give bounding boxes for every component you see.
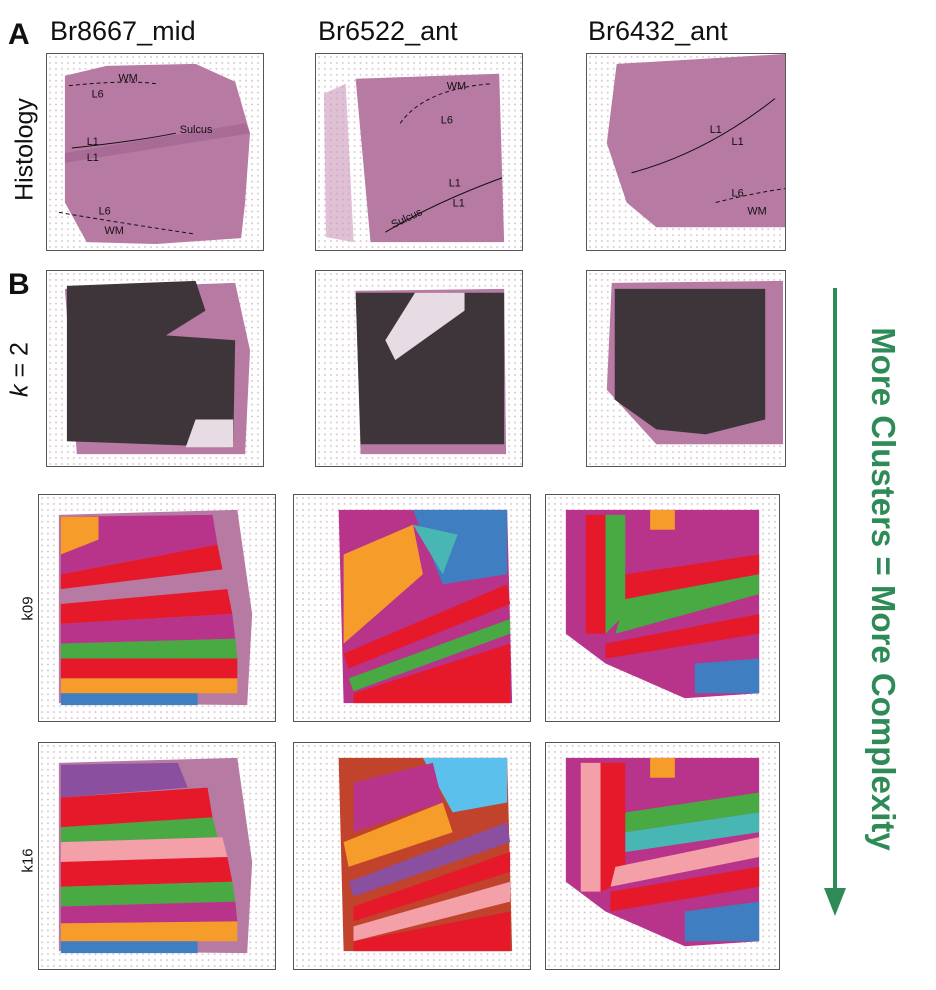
k16-tile-3 (545, 742, 780, 970)
anno-s2-l1-top: L1 (449, 178, 461, 190)
k2-label-k: k (5, 384, 34, 397)
k09-tile-3 (545, 494, 780, 722)
sample-title-2: Br6522_ant (318, 16, 458, 46)
anno-s2-wm: WM (447, 81, 466, 93)
histology-tile-2: WM L6 L1 L1 Sulcus (315, 53, 523, 251)
anno-s1-l1-bottom: L1 (87, 152, 99, 164)
anno-s1-l1-top: L1 (87, 136, 99, 148)
anno-s1-l6: L6 (92, 89, 104, 101)
anno-s3-wm: WM (747, 205, 766, 217)
anno-s2-l6: L6 (441, 114, 453, 126)
anno-s3-l6: L6 (732, 188, 744, 200)
panel-label-b: B (8, 268, 30, 301)
k2-label-rest: = 2 (5, 342, 34, 385)
row-label-histology: Histology (10, 98, 39, 201)
anno-s1-sulcus: Sulcus (180, 124, 213, 136)
complexity-label: More Clusters = More Complexity (865, 327, 902, 851)
anno-s3-l1-bottom: L1 (732, 136, 744, 148)
anno-s3-l1-top: L1 (710, 124, 722, 136)
sample-title-3: Br6432_ant (588, 16, 728, 46)
k2-tile-3 (586, 270, 786, 467)
sample-title-1: Br8667_mid (50, 16, 196, 46)
k09-tile-1 (38, 494, 276, 722)
anno-s1-wm-bottom: WM (105, 225, 124, 237)
row-label-k09: k09 (19, 596, 37, 621)
anno-s1-l6-bottom: L6 (99, 205, 111, 217)
k2-tile-1 (46, 270, 264, 467)
k16-tile-1 (38, 742, 276, 970)
complexity-arrow (824, 288, 846, 916)
anno-s1-wm: WM (118, 73, 137, 85)
row-label-k16: k16 (19, 848, 37, 873)
k16-tile-2 (293, 742, 531, 970)
histology-tile-3: L1 L1 L6 WM (586, 53, 786, 251)
panel-label-a: A (8, 18, 30, 51)
k2-tile-2 (315, 270, 523, 467)
k09-tile-2 (293, 494, 531, 722)
anno-s2-l1-bottom: L1 (453, 197, 465, 209)
histology-tile-1: WM L6 L1 L1 Sulcus L6 WM (46, 53, 264, 251)
row-label-k2: k = 2 (6, 330, 35, 410)
